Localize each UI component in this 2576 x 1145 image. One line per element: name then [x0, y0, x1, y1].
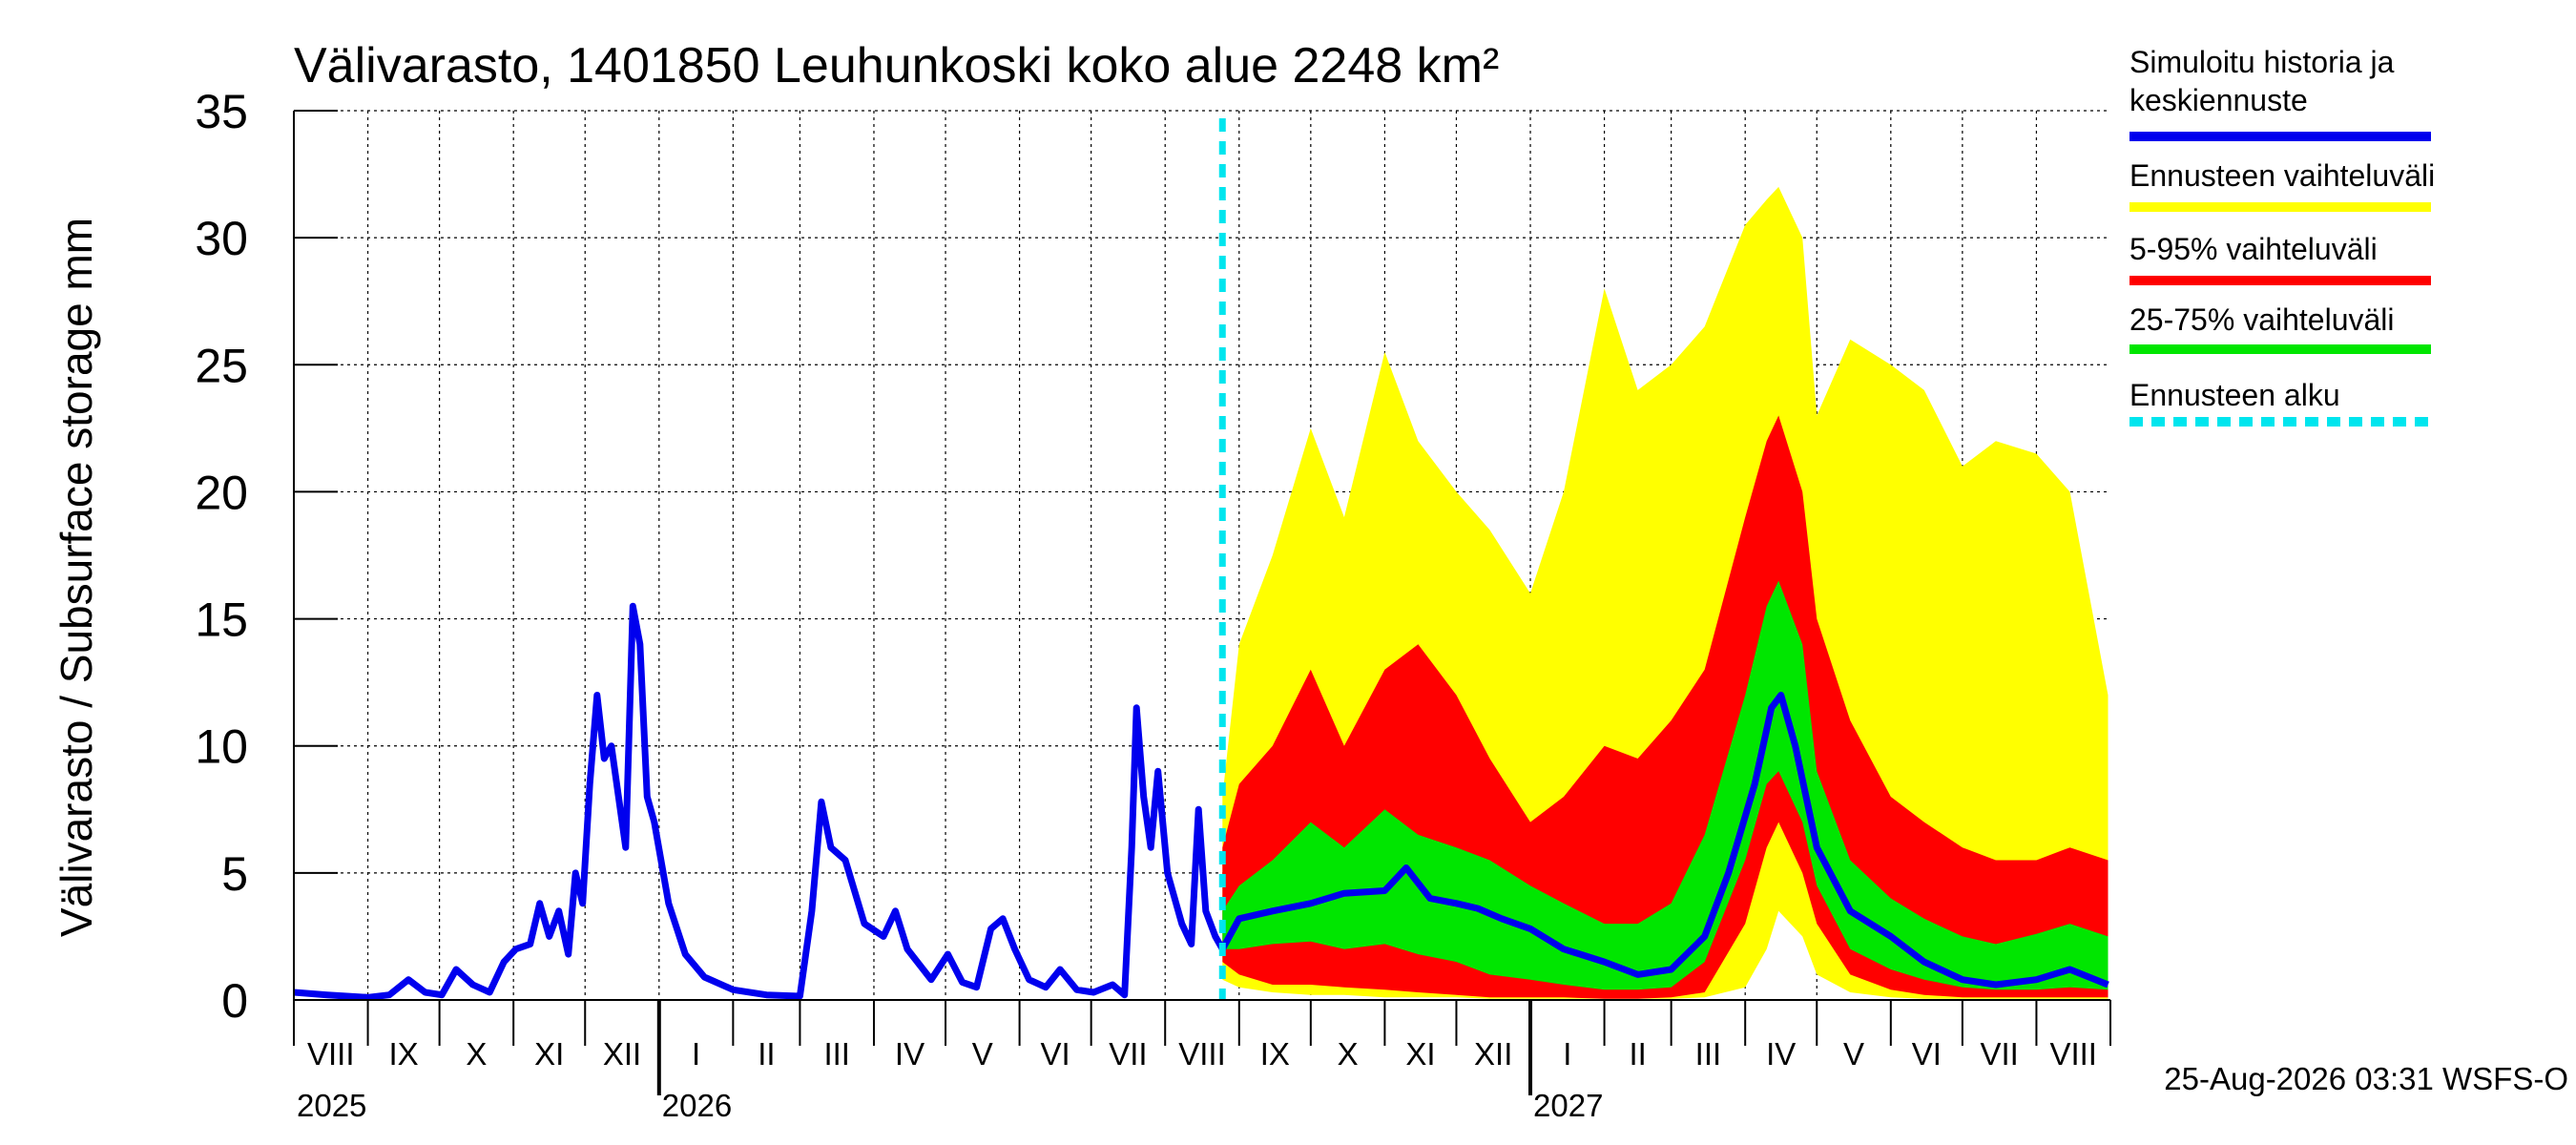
y-axis-label: Välivarasto / Subsurface storage mm [52, 218, 101, 937]
x-tick-label: XII [603, 1036, 641, 1072]
band-25-75-vaihteluv-li [1222, 580, 2109, 990]
year-label: 2025 [297, 1088, 366, 1123]
x-tick-label: VI [1041, 1036, 1070, 1072]
legend-label: Ennusteen vaihteluväli [2129, 158, 2435, 193]
x-tick-label: IV [895, 1036, 924, 1072]
legend-label: 25-75% vaihteluväli [2129, 302, 2395, 337]
x-tick-label: XI [1405, 1036, 1435, 1072]
legend-item: 25-75% vaihteluväli [2129, 302, 2431, 354]
footer-timestamp: 25-Aug-2026 03:31 WSFS-O [2164, 1061, 2568, 1096]
x-tick-label: XI [534, 1036, 564, 1072]
y-tick-label: 0 [221, 974, 248, 1028]
legend-item: 5-95% vaihteluväli [2129, 232, 2431, 285]
y-tick-label: 5 [221, 847, 248, 901]
y-tick-label: 30 [195, 212, 248, 265]
x-tick-label: II [1629, 1036, 1646, 1072]
x-tick-label: IX [1260, 1036, 1290, 1072]
legend-item: Ennusteen alku [2129, 378, 2431, 427]
year-label: 2027 [1533, 1088, 1603, 1123]
x-tick-label: X [1338, 1036, 1359, 1072]
x-tick-label: IV [1766, 1036, 1796, 1072]
x-tick-label: I [692, 1036, 700, 1072]
y-tick-label: 10 [195, 720, 248, 774]
legend-label: Ennusteen alku [2129, 378, 2340, 412]
x-tick-label: III [823, 1036, 850, 1072]
x-tick-label: VIII [1178, 1036, 1226, 1072]
legend-label: 5-95% vaihteluväli [2129, 232, 2378, 266]
y-tick-label: 15 [195, 593, 248, 647]
legend-item: Simuloitu historia ja keskiennuste [2129, 45, 2431, 141]
y-tick-label: 25 [195, 339, 248, 392]
x-tick-label: XII [1474, 1036, 1512, 1072]
year-label: 2026 [662, 1088, 732, 1123]
y-tick-label: 20 [195, 466, 248, 519]
series-line-mean [293, 602, 2109, 1001]
x-tick-label: X [466, 1036, 487, 1072]
x-tick-label: II [758, 1036, 775, 1072]
x-tick-label: V [972, 1036, 993, 1072]
x-tick-label: VII [1980, 1036, 2018, 1072]
x-tick-label: VIII [307, 1036, 355, 1072]
chart-title: Välivarasto, 1401850 Leuhunkoski koko al… [294, 38, 1499, 94]
legend: Simuloitu historia ja keskiennuste Ennuste… [2129, 45, 2435, 427]
x-tick-label: VI [1912, 1036, 1942, 1072]
x-tick-label: VIII [2049, 1036, 2097, 1072]
x-tick-label: I [1563, 1036, 1571, 1072]
x-tick-label: V [1843, 1036, 1864, 1072]
y-tick-label: 35 [195, 85, 248, 138]
legend-label: keskiennuste [2129, 83, 2308, 117]
x-tick-label: VII [1109, 1036, 1147, 1072]
x-tick-label: III [1695, 1036, 1722, 1072]
legend-label: Simuloitu historia ja [2129, 45, 2395, 79]
legend-item: Ennusteen vaihteluväli [2129, 158, 2435, 212]
x-tick-label: IX [388, 1036, 418, 1072]
